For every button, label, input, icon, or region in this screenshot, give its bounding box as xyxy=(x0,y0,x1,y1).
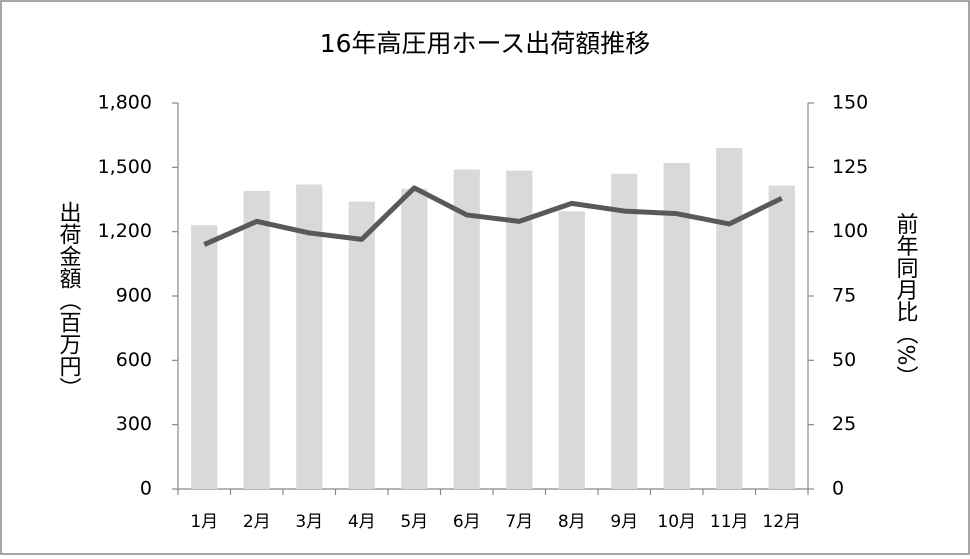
y2-tick-label: 50 xyxy=(832,349,856,371)
chart-title: 16年高圧用ホース出荷額推移 xyxy=(320,29,651,58)
y-tick-label: 300 xyxy=(116,413,152,435)
y2-tick-label: 0 xyxy=(832,478,844,500)
x-tick-label: 8月 xyxy=(558,512,586,532)
x-tick-label: 4月 xyxy=(348,512,376,532)
y2-tick-label: 100 xyxy=(832,220,868,242)
y2-tick-label: 150 xyxy=(832,92,868,114)
x-tick-label: 10月 xyxy=(657,512,696,532)
y2-tick-label: 25 xyxy=(832,413,856,435)
y2-axis-label: 前年同月比（%） xyxy=(893,213,919,388)
y-tick-label: 1,500 xyxy=(98,156,152,178)
x-tick-label: 1月 xyxy=(190,512,218,532)
bar xyxy=(348,201,375,489)
bar xyxy=(558,211,585,490)
x-tick-label: 12月 xyxy=(762,512,801,532)
x-tick-label: 11月 xyxy=(710,512,749,532)
x-tick-label: 7月 xyxy=(505,512,533,532)
bar xyxy=(191,225,218,489)
y2-tick-label: 125 xyxy=(832,156,868,178)
bar xyxy=(243,190,270,489)
y-tick-label: 900 xyxy=(116,285,152,307)
bar xyxy=(401,188,428,489)
y-tick-label: 1,800 xyxy=(98,92,152,114)
bar xyxy=(611,173,638,489)
y-tick-label: 1,200 xyxy=(98,220,152,242)
bar xyxy=(716,148,743,490)
y2-tick-label: 75 xyxy=(832,285,856,307)
y-tick-label: 600 xyxy=(116,349,152,371)
bar xyxy=(453,169,480,489)
y-tick-label: 0 xyxy=(140,478,152,500)
x-tick-label: 3月 xyxy=(295,512,323,532)
y-axis-label: 出荷金額（百万円） xyxy=(56,201,82,399)
x-tick-label: 6月 xyxy=(453,512,481,532)
x-tick-label: 2月 xyxy=(243,512,271,532)
x-tick-label: 9月 xyxy=(610,512,638,532)
line xyxy=(203,185,783,247)
bar xyxy=(768,185,795,490)
x-tick-label: 5月 xyxy=(400,512,428,532)
